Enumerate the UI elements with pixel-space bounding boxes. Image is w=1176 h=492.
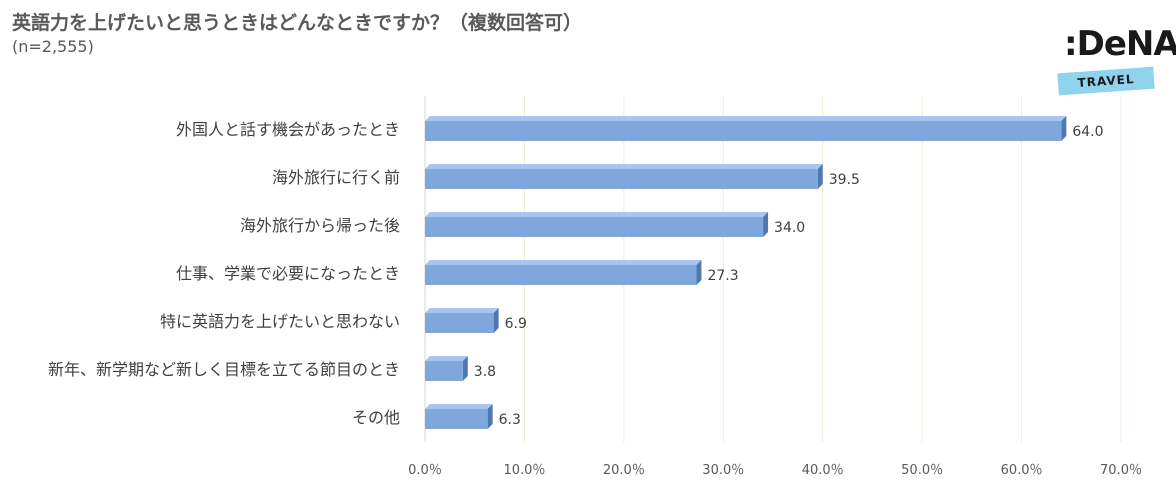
bar-top-face: [425, 404, 493, 409]
value-label: 27.3: [707, 268, 738, 284]
bar: [425, 409, 488, 429]
x-tick-label: 30.0％: [702, 463, 744, 478]
category-label: 外国人と話す機会があったとき: [176, 120, 400, 139]
x-tick-label: 20.0％: [603, 463, 645, 478]
category-label: その他: [352, 408, 400, 427]
category-label: 海外旅行に行く前: [272, 168, 400, 187]
dena-travel-logo: :DeNA TRAVEL: [1052, 24, 1176, 106]
labels: 0.0％ 10.0％ 20.0％ 30.0％ 40.0％ 50.0％ 60.0％ 70.0％ 外…: [48, 120, 1142, 478]
bar: [425, 313, 494, 333]
bar-side-face: [696, 260, 702, 285]
x-tick-label: 60.0％: [1001, 463, 1043, 478]
bar-top-face: [425, 308, 499, 313]
bar-top-face: [425, 116, 1067, 121]
bar: [425, 265, 697, 285]
category-label: 海外旅行から帰った後: [240, 216, 400, 235]
bar-top-face: [425, 164, 823, 169]
category-label: 仕事、学業で必要になったとき: [176, 264, 400, 283]
value-label: 34.0: [774, 220, 805, 236]
bar: [425, 169, 818, 189]
value-label: 6.9: [505, 316, 527, 332]
bar-side-face: [462, 356, 468, 381]
x-tick-label: 10.0％: [503, 463, 545, 478]
logo-brand-text: :DeNA: [1064, 24, 1176, 64]
bar-top-face: [425, 212, 769, 217]
bar: [425, 121, 1062, 141]
value-label: 64.0: [1072, 124, 1103, 140]
x-tick-label: 70.0％: [1100, 463, 1142, 478]
value-label: 6.3: [499, 412, 521, 428]
bar-side-face: [487, 404, 493, 429]
sample-size: (n=2,555): [12, 37, 94, 56]
x-tick-label: 0.0％: [408, 463, 442, 478]
bar-top-face: [425, 260, 702, 265]
bar-side-face: [493, 308, 499, 333]
bar: [425, 217, 764, 237]
category-label: 特に英語力を上げたいと思わない: [160, 312, 400, 331]
value-label: 39.5: [829, 172, 860, 188]
value-label: 3.8: [474, 364, 496, 380]
gridlines: [424, 96, 1122, 442]
bar-side-face: [763, 212, 769, 237]
bars: [425, 116, 1067, 429]
chart-title: 英語力を上げたいと思うときはどんなときですか？（複数回答可）: [12, 12, 583, 34]
category-label: 新年、新学期など新しく目標を立てる節目のとき: [48, 360, 400, 379]
x-tick-label: 50.0％: [901, 463, 943, 478]
bar-side-face: [1061, 116, 1067, 141]
bar-side-face: [817, 164, 823, 189]
bar-top-face: [425, 356, 468, 361]
bar: [425, 361, 463, 381]
x-tick-label: 40.0％: [802, 463, 844, 478]
